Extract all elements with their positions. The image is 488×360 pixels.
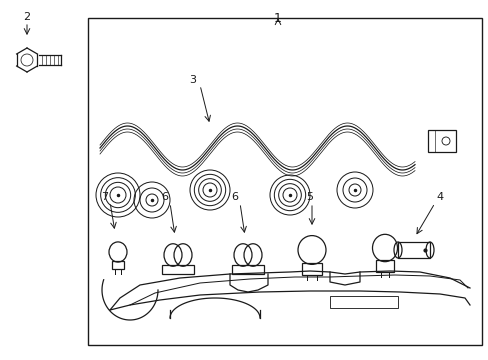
Text: 2: 2	[23, 12, 30, 22]
Text: 6: 6	[161, 192, 168, 202]
Text: 3: 3	[189, 75, 196, 85]
Bar	[375, 260, 393, 271]
Bar	[397, 242, 429, 258]
Bar	[111, 261, 124, 269]
Text: 4: 4	[436, 192, 443, 202]
Bar	[329, 296, 397, 308]
Text: 5: 5	[306, 192, 313, 202]
Bar	[88, 18, 481, 345]
Bar	[231, 265, 264, 274]
Bar	[427, 130, 455, 152]
Bar	[302, 263, 321, 275]
Text: 1: 1	[273, 12, 282, 25]
Text: 6: 6	[231, 192, 238, 202]
Bar	[162, 265, 194, 274]
Text: 7: 7	[101, 192, 108, 202]
